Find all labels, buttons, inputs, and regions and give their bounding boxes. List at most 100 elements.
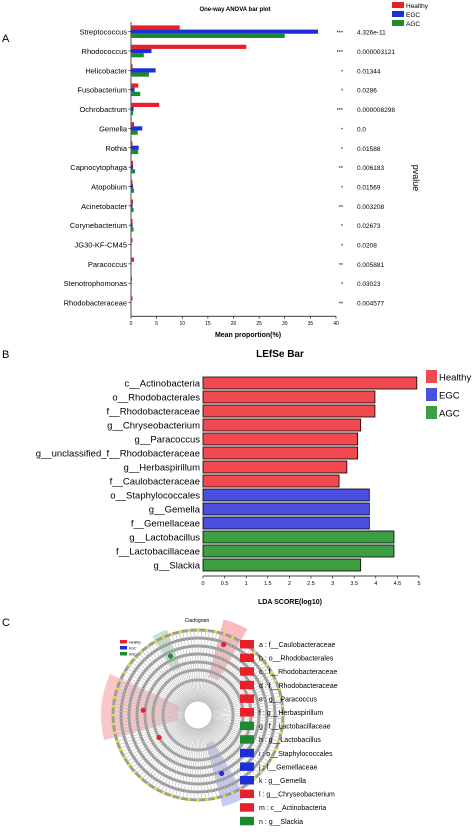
cladogram-node [162,635,165,639]
cladogram-node [265,763,269,767]
cladogram-branch [205,726,249,784]
anova-bar [131,141,133,146]
cladogram-branch [201,632,221,702]
cladogram-node [146,644,150,648]
lefse-bar [202,530,395,544]
lefse-x-tick-label: 4 [374,581,377,587]
cladogram-node [205,798,209,801]
anova-significance: *** [337,31,344,37]
cladogram-node [113,695,117,699]
lefse-bar [202,376,418,390]
anova-pvalue: 0.004577 [357,301,384,308]
cladogram-marker [219,770,225,777]
lefse-x-tick-label: 2.5 [307,581,315,587]
cladogram-graphic: Healthy EGC AGC [101,619,285,807]
cladogram-node [122,756,126,759]
anova-pvalue: 0.01344 [357,68,381,75]
anova-x-tick-label: 40 [333,321,339,327]
anova-category-label: Helicobacter [85,66,127,75]
cladogram-branch [113,707,185,715]
anova-category-label: Atopobium [91,182,127,191]
cladogram-node [270,756,274,759]
cladogram-legend-swatch [240,694,254,703]
cladogram-branch [123,674,186,709]
cladogram-node [170,794,174,798]
cladogram-branch [193,728,198,800]
cladogram-branch [208,723,265,769]
cladogram-branch [139,724,189,777]
cladogram-node [127,763,131,767]
lefse-xlabel: LDA SCORE(log10) [258,599,322,606]
cladogram-branch [150,726,191,787]
cladogram-branch [131,723,188,769]
cladogram-node [214,630,218,634]
cladogram-branch [144,648,190,705]
cladogram-node [274,679,278,682]
cladogram-node [253,776,257,780]
cladogram-node [112,722,115,726]
anova-bar [131,281,132,286]
cladogram-node [253,650,257,654]
anova-bar [131,68,156,73]
cladogram-branch [157,640,192,703]
anova-category-label: Acinetobacter [81,202,127,211]
lefse-chart: 0 0.5 1 1.5 2 2.5 3 3.5 4 4.5 5 c__Actinobacteria o_… [36,370,471,587]
anova-bar [131,145,139,150]
cladogram-branch [171,728,194,796]
cladogram-branch [133,723,188,772]
cladogram-node [113,731,117,735]
anova-bar [131,218,133,224]
cladogram-node [279,695,283,699]
anova-bar [131,111,134,116]
lefse-category-label: o__Rhodobacterales [112,393,200,404]
lefse-legend-swatch [426,406,437,419]
anova-bar [131,169,136,174]
lefse-legend-swatch [426,388,437,401]
cladogram-branch [182,631,196,702]
cladogram-branch [129,664,187,708]
cladogram-node [281,713,285,717]
lefse-title: LEfSe Bar [256,349,304,360]
anova-significance: *** [337,108,344,114]
anova-bar [131,246,132,251]
cladogram-branch [154,641,192,704]
anova-pvalue: 0.0286 [357,88,377,95]
lefse-bar [202,502,370,516]
anova-legend-swatch [392,2,404,8]
anova-bar [131,296,133,301]
anova-significance: ** [339,205,344,211]
anova-bar [131,223,133,228]
anova-bar [131,149,139,155]
cladogram-marker [167,653,174,659]
anova-category-label: Stenotrophomonas [64,279,128,288]
cladogram-node [187,629,191,632]
cladogram-legend-swatch [240,803,254,812]
anova-category-label: Paracoccus [88,260,127,269]
cladogram-node [111,713,115,717]
cladogram-legend-swatch [240,816,254,826]
cladogram-legend-label: b : o__Rhodobacterales [259,656,334,663]
lefse-bar [202,404,376,418]
anova-significance: * [341,185,344,191]
anova-x-tick-label: 10 [179,321,185,327]
anova-bar [131,160,134,166]
anova-title: One-way ANOVA bar plot [199,7,270,13]
anova-bar [131,106,134,112]
cladogram-branch [119,720,186,749]
cladogram-node [281,704,284,708]
cladogram-branch [113,715,185,720]
cladogram-branch [204,640,239,703]
anova-bar [131,184,134,189]
cladogram-node [239,787,242,791]
cladogram-legend-swatch [240,789,254,799]
anova-category-label: Gemella [99,124,128,133]
anova-pvalue: 0.0 [357,126,366,133]
anova-pvalue: 0.01588 [357,146,381,153]
lefse-category-label: g__Slackia [154,561,201,572]
cladogram-node [274,748,278,751]
cladogram-legend-label: c : f__Rhodobacteraceae [259,669,337,676]
anova-significance: * [341,89,344,95]
cladogram-branch [204,727,239,790]
anova-category-label: Corynebacterium [70,221,127,230]
